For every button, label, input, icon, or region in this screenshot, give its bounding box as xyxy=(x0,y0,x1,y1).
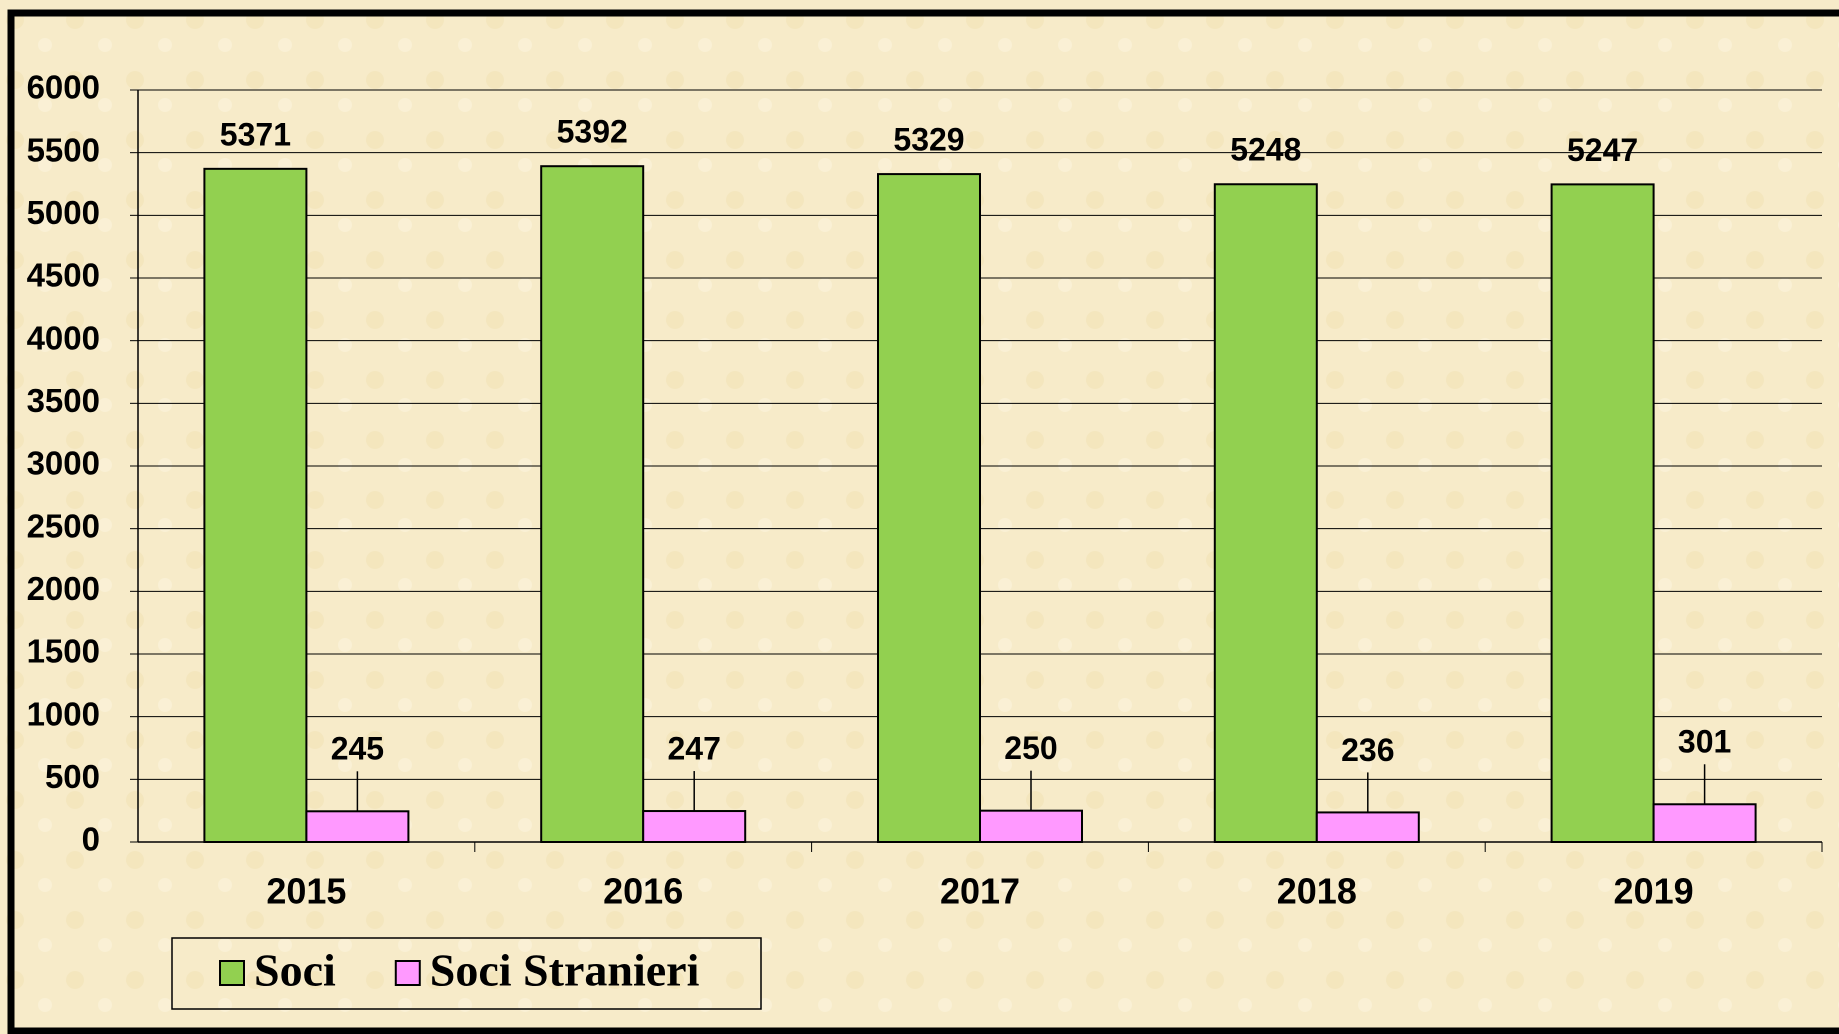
legend: Soci Soci Stranieri xyxy=(171,937,762,1010)
data-label: 301 xyxy=(1678,724,1731,760)
x-tick-label: 2017 xyxy=(940,871,1020,912)
y-tick-label: 3500 xyxy=(27,382,100,419)
bar xyxy=(979,809,1083,844)
data-label: 5329 xyxy=(893,122,964,158)
y-tick-label: 5000 xyxy=(27,194,100,231)
y-tick-label: 1500 xyxy=(27,633,100,670)
y-tick-label: 6000 xyxy=(27,69,100,106)
y-tick-label: 500 xyxy=(45,758,100,795)
data-label: 5247 xyxy=(1567,132,1638,168)
data-label: 5248 xyxy=(1230,132,1301,168)
y-tick-label: 0 xyxy=(82,821,100,858)
y-tick-label: 5500 xyxy=(27,131,100,168)
bar xyxy=(642,810,747,843)
y-tick-label: 4500 xyxy=(27,257,100,294)
data-label: 236 xyxy=(1341,732,1394,768)
bar xyxy=(877,173,981,843)
bar xyxy=(540,165,645,844)
data-label: 245 xyxy=(331,731,384,767)
legend-swatch xyxy=(219,960,245,986)
bar xyxy=(1315,811,1420,843)
data-label: 5371 xyxy=(220,116,291,152)
frame xyxy=(7,9,1839,1034)
legend-swatch xyxy=(394,960,421,986)
bar xyxy=(1652,803,1757,843)
y-tick-label: 2500 xyxy=(27,507,100,544)
y-tick-label: 1000 xyxy=(27,695,100,732)
legend-label: Soci xyxy=(254,945,336,996)
data-label: 247 xyxy=(668,730,721,766)
x-tick-label: 2018 xyxy=(1277,871,1357,912)
y-tick-label: 2000 xyxy=(27,570,100,607)
y-tick-label: 3000 xyxy=(27,445,100,482)
bar xyxy=(305,810,410,844)
legend-box xyxy=(171,937,762,1010)
y-tick-label: 4000 xyxy=(27,319,100,356)
data-label: 250 xyxy=(1004,730,1057,766)
bar xyxy=(1213,183,1318,843)
x-tick-label: 2015 xyxy=(266,871,346,912)
plot-area: 0 500 1000 1500 2000 2500 3000 3500 4000 4500 5000… xyxy=(27,69,1823,912)
data-label: 5392 xyxy=(557,114,628,150)
bar xyxy=(203,167,308,844)
x-tick-label: 2016 xyxy=(603,871,683,912)
x-tick-label: 2019 xyxy=(1614,871,1694,912)
legend-label: Soci Stranieri xyxy=(430,945,700,996)
bar xyxy=(1550,183,1655,844)
